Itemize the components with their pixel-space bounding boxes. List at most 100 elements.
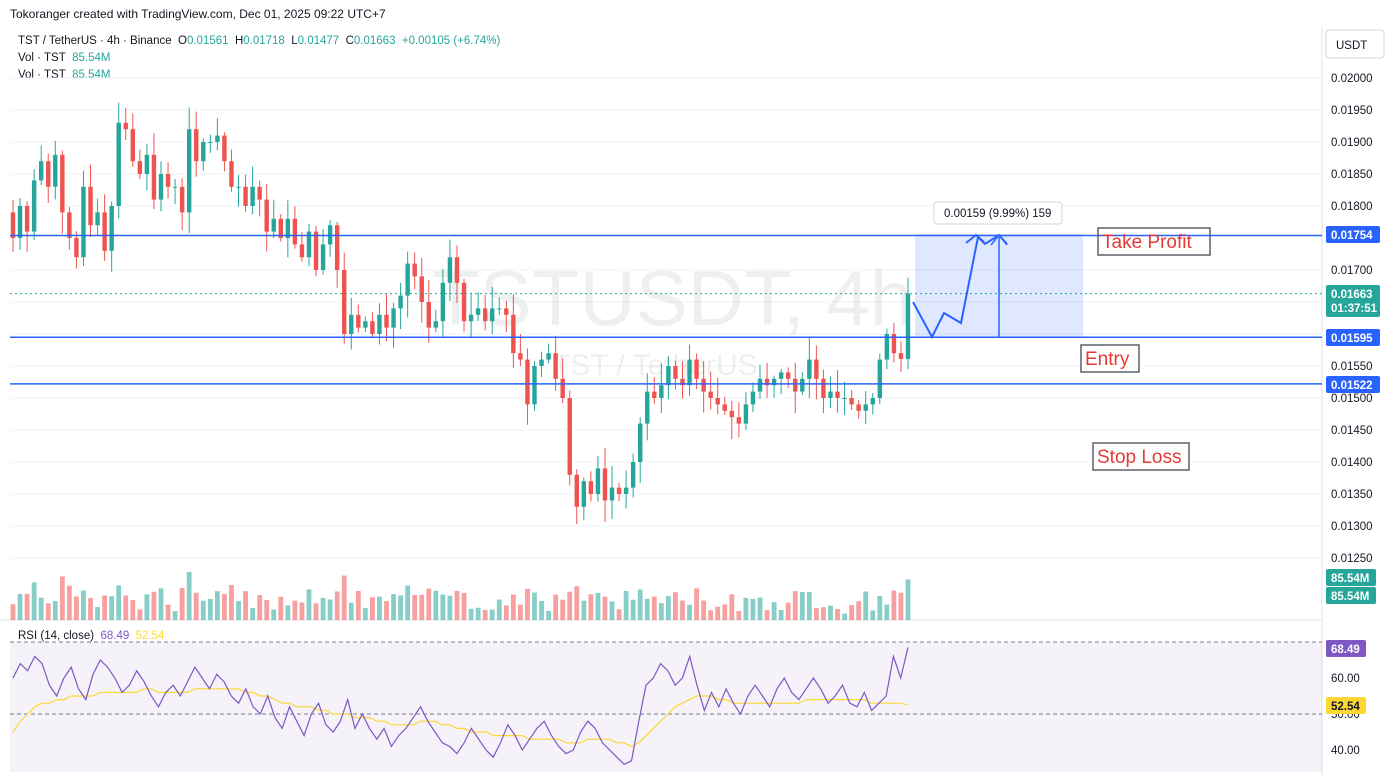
rsi-value: 68.49 (100, 630, 130, 642)
candle-body (835, 391, 840, 398)
candle-body (849, 398, 854, 405)
volume-bar (405, 585, 411, 620)
candle-body (363, 321, 368, 328)
candle-body (701, 378, 706, 392)
candle-body (842, 398, 847, 399)
candle-body (574, 474, 579, 507)
volume-bar (694, 588, 699, 620)
volume-bar (214, 591, 220, 620)
volume-bar (412, 594, 418, 620)
volume-bar (348, 602, 354, 620)
y-tick-label: 0.01450 (1331, 425, 1373, 437)
candle-body (821, 378, 826, 398)
volume-bar (771, 602, 777, 620)
volume-bar (88, 598, 93, 620)
projection-arrow (965, 233, 985, 244)
candle-body (292, 218, 298, 245)
volume-bar (821, 607, 826, 620)
entry-label: Entry (1085, 349, 1130, 370)
volume-bar (38, 597, 44, 620)
entry-box[interactable] (1080, 344, 1140, 373)
countdown-text: 01:37:51 (1331, 303, 1378, 315)
last-price-text: 0.01663 (1331, 289, 1373, 301)
volume-bar (644, 598, 650, 620)
candle-body (412, 263, 417, 277)
volume-bar (658, 603, 664, 620)
volume-bar (433, 590, 439, 620)
candle-body (828, 391, 833, 398)
candle-body (24, 206, 30, 232)
volume-bar (320, 597, 326, 620)
y-tick-label: 0.01350 (1331, 489, 1373, 501)
volume-bar (17, 593, 23, 620)
last-price-tag (1326, 285, 1380, 317)
rsi-ma-value: 52.54 (135, 630, 165, 642)
take-profit-box[interactable] (1097, 227, 1211, 256)
volume-bar (475, 607, 481, 620)
volume-bar (743, 597, 749, 620)
candle-body (320, 244, 326, 270)
candle-body (588, 481, 594, 494)
candle-body (482, 308, 488, 322)
candle-body (475, 308, 481, 315)
volume-bar (257, 595, 263, 620)
volume-bar (870, 610, 876, 620)
candle-body (539, 359, 544, 366)
volume-bar (616, 609, 622, 620)
candle-body (370, 321, 375, 334)
volume-bar (468, 608, 474, 620)
y-tick-label: 0.02000 (1331, 73, 1373, 85)
stop-loss-box[interactable] (1092, 442, 1190, 471)
volume-bar (391, 594, 396, 620)
currency-button-label: USDT (1336, 40, 1367, 52)
volume-bar (292, 600, 298, 620)
volume-bar (701, 600, 707, 620)
volume-bar (341, 575, 347, 620)
y-tick-label: 0.01300 (1331, 521, 1373, 533)
volume-bar (764, 610, 770, 620)
rsi-ma-tag (1326, 697, 1366, 714)
y-tick-label: 0.01850 (1331, 169, 1373, 181)
volume-bar (799, 591, 805, 620)
candle-body (553, 353, 558, 379)
rsi-label: RSI (14, close) (18, 630, 95, 642)
volume-bar (250, 608, 256, 620)
sl-price-text: 0.01522 (1331, 380, 1373, 392)
volume-bar (757, 597, 763, 620)
candle-body (863, 404, 868, 411)
currency-button[interactable] (1325, 29, 1385, 59)
candle-body (109, 206, 114, 251)
measure-tooltip (933, 201, 1063, 225)
projection-path[interactable] (912, 233, 1008, 340)
volume-bar (849, 605, 855, 620)
candle-body (81, 186, 86, 258)
volume-bar (680, 600, 685, 620)
volume-bar (546, 610, 551, 620)
volume-bar (835, 609, 840, 620)
volume-bar (24, 593, 30, 620)
candle-body (687, 359, 692, 386)
candle-body (616, 487, 622, 494)
candle-body (447, 257, 453, 283)
volume-bar (736, 611, 742, 620)
volume-bar (440, 594, 446, 620)
candle-body (334, 225, 340, 270)
candle-body (440, 282, 446, 322)
candle-body (729, 410, 735, 418)
open-value: 0.01561 (186, 35, 229, 47)
candle-body (313, 231, 319, 270)
volume-bar (602, 596, 608, 620)
volume-bar (588, 594, 594, 620)
rsi-value-tag-text: 68.49 (1331, 644, 1360, 656)
volume-bar (264, 599, 270, 620)
candle-body (807, 359, 812, 379)
candle-body (595, 468, 601, 494)
rsi-legend: RSI (14, close) 68.49 52.54 (18, 630, 164, 642)
candle-body (715, 398, 720, 405)
watermark-sub: TST / TetherUS (552, 349, 758, 382)
candle-body (349, 314, 354, 334)
candle-body (299, 244, 305, 258)
candle-body (419, 276, 424, 302)
